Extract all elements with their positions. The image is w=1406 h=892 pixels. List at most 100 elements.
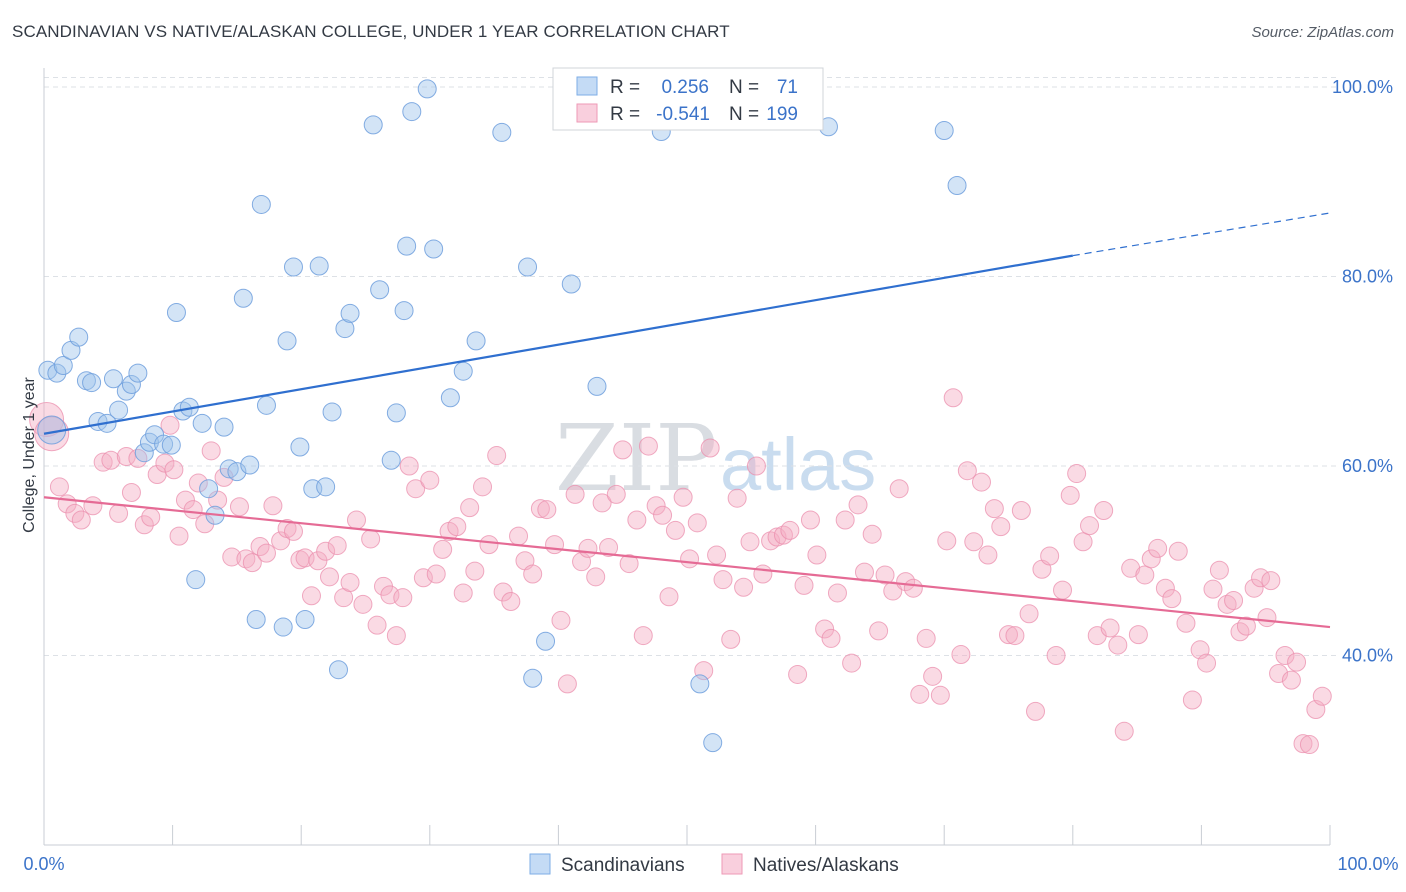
data-point-native [116, 447, 136, 466]
legend-bottom-swatch-scandinavians [529, 853, 551, 875]
legend-r-label-1: R = [610, 77, 640, 98]
data-point-native [937, 531, 957, 551]
data-point-native [493, 582, 513, 602]
data-point-scandinavian [214, 417, 234, 437]
trend-line-scandinavians-extension [1072, 212, 1331, 257]
data-point-native [842, 653, 862, 673]
data-point-scandinavian [328, 660, 348, 680]
data-point-native [999, 625, 1018, 645]
data-point-native [183, 500, 203, 520]
data-point-scandinavian [322, 402, 342, 422]
data-point-native [638, 436, 658, 456]
data-point-native [687, 513, 707, 533]
data-point-native [1019, 604, 1039, 624]
data-point-native [222, 547, 242, 567]
data-point-native [487, 446, 507, 466]
data-point-native [393, 588, 413, 608]
data-point-scandinavian [340, 303, 360, 323]
data-point-native [1073, 532, 1093, 552]
data-point-native [592, 493, 612, 513]
watermark-atlas: atlas [720, 423, 876, 506]
data-point-native [1100, 618, 1120, 638]
data-point-native [479, 535, 499, 555]
data-point-native [308, 551, 328, 571]
series-natives-alaskans [29, 388, 1332, 755]
data-point-native [586, 567, 606, 587]
trend-line-scandinavians [43, 254, 1073, 435]
data-point-native [1197, 653, 1217, 673]
data-point-scandinavian [240, 455, 260, 475]
data-point-scandinavian [219, 459, 239, 479]
data-point-native [361, 529, 381, 549]
data-point-native [134, 515, 154, 535]
data-point-native [1244, 578, 1264, 598]
data-point-native [509, 526, 529, 546]
data-point-native [319, 567, 339, 587]
data-point-native [301, 586, 321, 606]
data-point-native [545, 535, 565, 555]
data-point-scandinavian [233, 288, 253, 308]
data-point-scandinavian [283, 257, 303, 277]
data-point-native [1094, 501, 1114, 521]
data-point-native [557, 674, 577, 694]
x-tick-label-max: 100.0% [1337, 854, 1398, 874]
data-point-scandinavian [82, 373, 102, 393]
data-point-native [93, 452, 113, 472]
legend-swatch-natives [576, 103, 598, 123]
data-point-native [794, 575, 814, 595]
data-point-native [889, 479, 909, 499]
data-point-native [1287, 652, 1307, 672]
y-tick-labels: 40.0% 60.0% 80.0% 100.0% [1332, 77, 1393, 666]
data-point-native [713, 570, 733, 590]
data-point-native [83, 496, 103, 516]
data-point-scandinavian [256, 395, 276, 415]
data-point-native [169, 526, 189, 546]
data-point-native [530, 499, 550, 519]
data-point-native [1108, 635, 1128, 655]
data-point-scandinavian [186, 570, 206, 590]
data-point-native [1168, 541, 1188, 561]
data-point-native [734, 577, 754, 597]
data-point-native [433, 539, 453, 559]
data-point-native [1217, 594, 1237, 614]
data-point-native [346, 510, 366, 530]
data-point-native [1275, 645, 1295, 665]
data-point-native [1293, 734, 1313, 754]
data-point-native [1312, 686, 1332, 706]
data-point-scandinavian [417, 79, 437, 99]
legend-n-value-2: 199 [766, 104, 798, 125]
data-point-native [943, 388, 963, 408]
data-point-native [453, 583, 473, 603]
data-point-native [71, 510, 91, 530]
data-point-native [613, 440, 633, 460]
data-point-scandinavian [934, 121, 954, 141]
data-point-scandinavian [397, 236, 417, 256]
data-point-native [951, 645, 971, 665]
data-point-native [1236, 616, 1256, 636]
data-point-native [721, 629, 741, 649]
data-point-native [327, 536, 347, 556]
y-tick-label: 40.0% [1342, 645, 1393, 665]
data-point-native [1121, 558, 1141, 578]
data-point-native [420, 470, 440, 490]
data-point-native [1148, 538, 1168, 558]
data-point-native [460, 498, 480, 518]
data-point-native [619, 554, 639, 574]
data-point-native [201, 441, 221, 461]
data-point-scandinavian [47, 363, 67, 383]
legend-r-label-2: R = [610, 104, 640, 125]
data-point-native [413, 568, 433, 588]
data-point-native [1040, 546, 1060, 566]
data-point-native [565, 484, 585, 504]
data-point-native [271, 531, 291, 551]
data-point-native [827, 583, 847, 603]
data-point-native [109, 503, 129, 523]
data-point-native [1162, 589, 1182, 609]
data-point-scandinavian [523, 668, 543, 688]
data-point-native [175, 490, 195, 510]
data-point-native [537, 500, 557, 520]
data-point-native [501, 591, 521, 611]
data-point-native [807, 545, 827, 565]
data-point-native [1224, 591, 1244, 611]
data-point-scandinavian [192, 413, 212, 433]
